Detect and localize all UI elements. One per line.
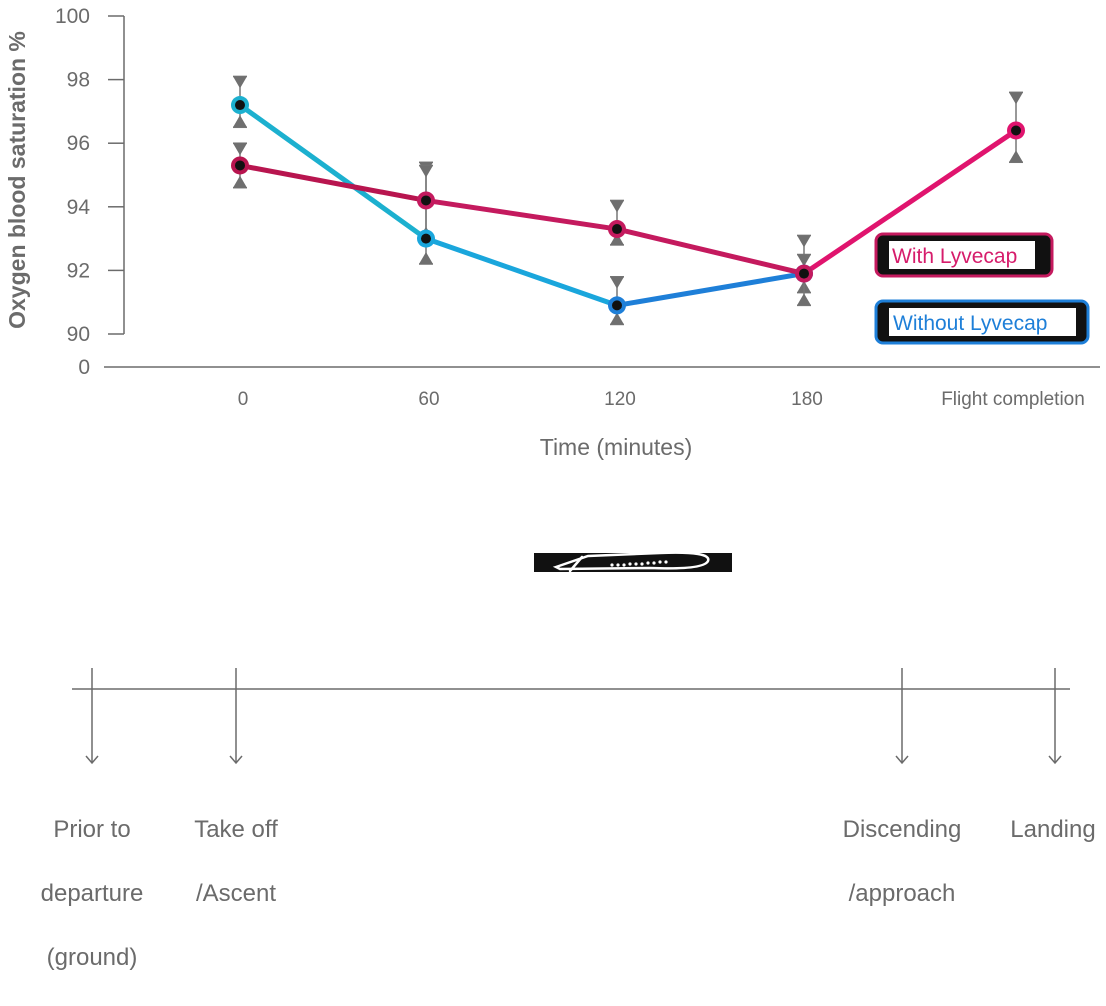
x-ticks: 0 60 120 180 Flight completion bbox=[238, 389, 1085, 410]
phase-line: Discending bbox=[842, 816, 962, 843]
x-tick-label: 60 bbox=[418, 389, 439, 410]
phase-landing: Landing bbox=[1000, 782, 1106, 878]
phase-line: /approach bbox=[848, 880, 956, 907]
phase-prior-to-departure: Prior to departure (ground) bbox=[22, 782, 162, 1006]
data-point bbox=[417, 191, 435, 210]
with-lyvecap-line-segment bbox=[801, 127, 1019, 277]
y-ticks: 100 98 96 94 92 90 0 bbox=[55, 5, 124, 379]
y-tick-label: 94 bbox=[67, 196, 91, 219]
error-bar bbox=[419, 164, 433, 265]
phase-line: (ground) bbox=[46, 944, 138, 971]
x-tick-label: 120 bbox=[604, 389, 636, 410]
y-tick-label: 96 bbox=[67, 132, 90, 155]
series-layer bbox=[231, 75, 1025, 326]
timeline-arrows bbox=[85, 668, 1062, 765]
phase-take-off: Take off /Ascent bbox=[176, 782, 296, 942]
data-point bbox=[417, 229, 435, 248]
data-point bbox=[231, 156, 249, 175]
data-point bbox=[795, 264, 813, 283]
phase-line: departure bbox=[40, 880, 144, 907]
without-lyvecap-line-segment bbox=[614, 271, 807, 308]
error-bar bbox=[610, 276, 624, 326]
x-tick-label: 0 bbox=[238, 389, 249, 410]
data-point bbox=[608, 296, 626, 315]
x-tick-label: Flight completion bbox=[941, 389, 1085, 410]
x-tick-label: 180 bbox=[791, 389, 823, 410]
data-point bbox=[231, 96, 249, 115]
legend-without-label: Without Lyvecap bbox=[893, 312, 1047, 335]
oxygen-saturation-chart: Oxygen blood saturation % Time (minutes)… bbox=[4, 5, 1100, 765]
with-lyvecap-line-segment bbox=[237, 162, 429, 203]
without-lyvecap-line-segment bbox=[423, 236, 620, 308]
phase-line: /Ascent bbox=[195, 880, 277, 907]
phase-line: Take off bbox=[194, 816, 278, 843]
with-lyvecap-line-segment bbox=[423, 197, 620, 232]
x-axis-title: Time (minutes) bbox=[540, 434, 693, 460]
y-tick-label: 98 bbox=[67, 69, 90, 92]
phase-descending: Discending /approach bbox=[822, 782, 982, 942]
without-lyvecap-line-segment bbox=[237, 102, 429, 242]
data-point bbox=[1007, 121, 1025, 140]
phase-line: Landing bbox=[1010, 816, 1096, 843]
airplane-icon bbox=[534, 551, 732, 573]
legend-without-lyvecap: Without Lyvecap bbox=[874, 299, 1090, 345]
y-tick-label: 92 bbox=[67, 259, 90, 282]
phase-line: Prior to bbox=[53, 816, 131, 843]
data-point bbox=[608, 220, 626, 239]
legend-with-lyvecap: With Lyvecap bbox=[874, 232, 1054, 278]
y-tick-label: 100 bbox=[55, 5, 90, 28]
y-axis-title: Oxygen blood saturation % bbox=[4, 31, 30, 329]
y-tick-label: 0 bbox=[78, 356, 90, 379]
legend-with-label: With Lyvecap bbox=[892, 245, 1017, 268]
with-lyvecap-line-segment bbox=[614, 226, 807, 277]
y-tick-label: 90 bbox=[67, 323, 90, 346]
